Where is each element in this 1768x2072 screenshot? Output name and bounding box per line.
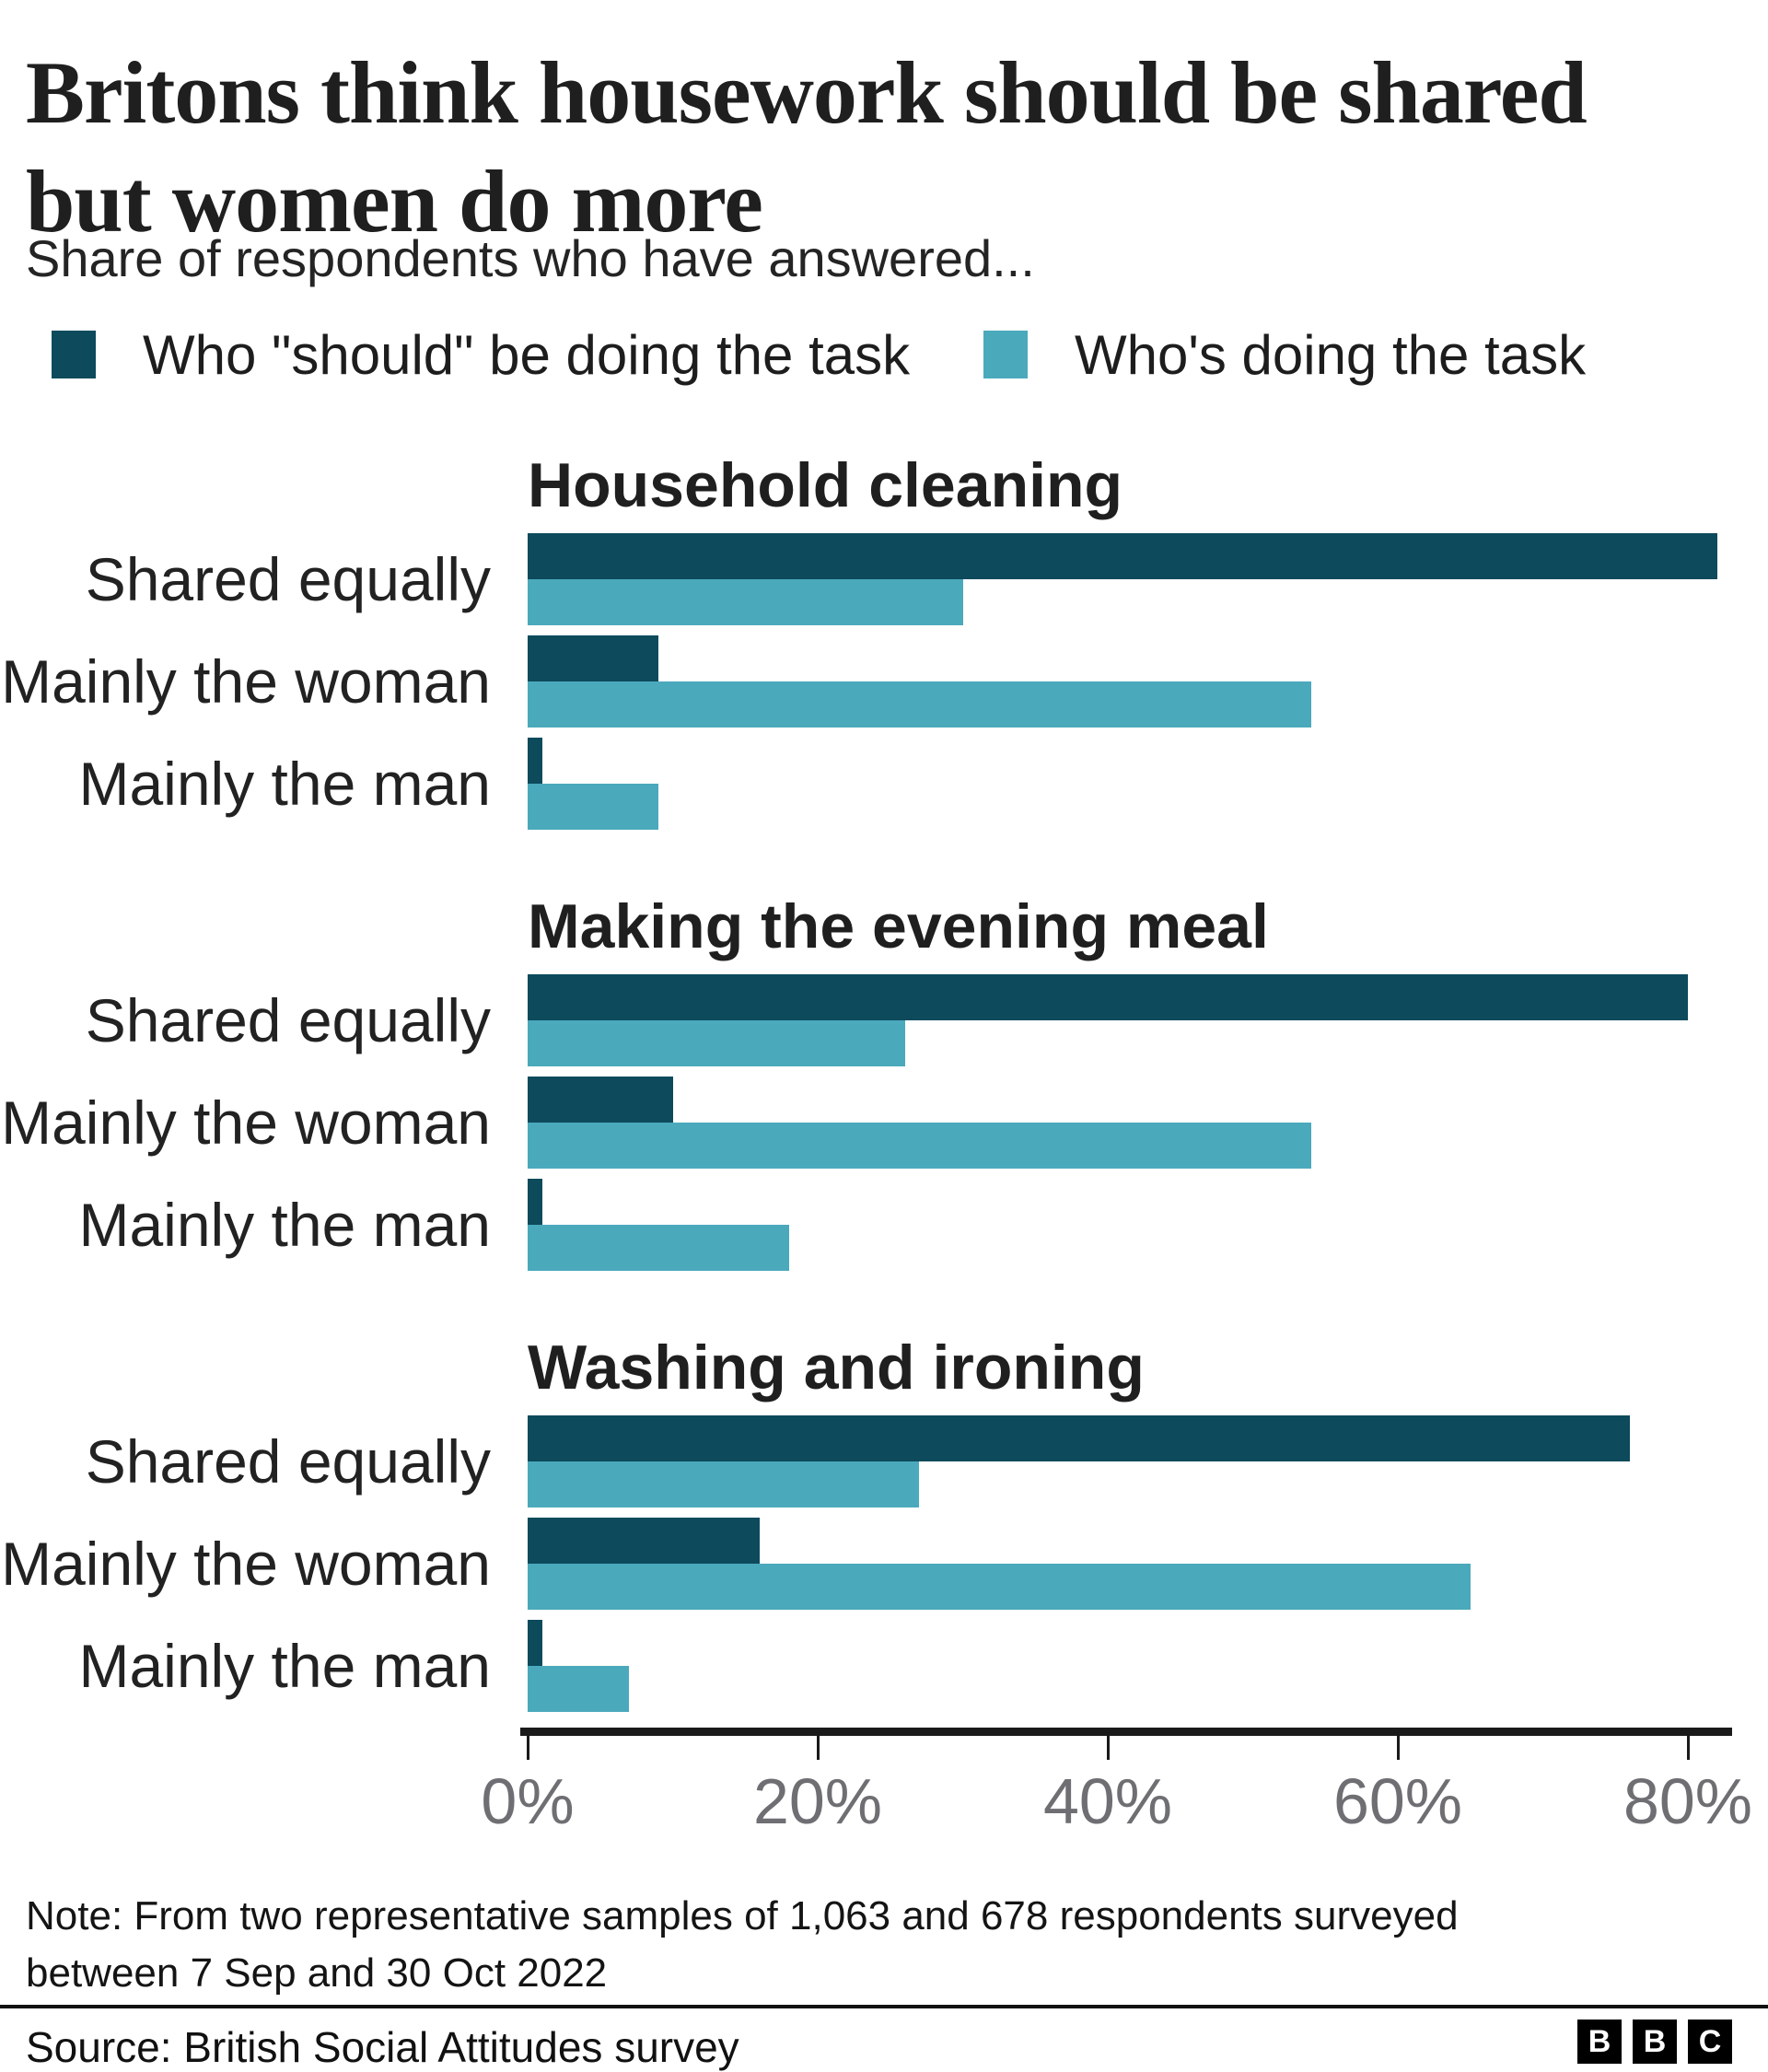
chart-subtitle: Share of respondents who have answered..… [26, 229, 1035, 287]
x-axis-tick-label: 20% [752, 1765, 883, 1837]
category-label: Mainly the man [78, 750, 491, 818]
bar-doing [528, 1020, 905, 1066]
bar-doing [528, 579, 963, 625]
x-axis-tick [1107, 1736, 1110, 1760]
bar-should [528, 974, 1688, 1020]
bar-should [528, 738, 542, 784]
x-axis-tick-label: 40% [1042, 1765, 1173, 1837]
legend-label-doing: Who's doing the task [1075, 323, 1587, 386]
x-axis-tick [1397, 1736, 1400, 1760]
x-axis-tick-label: 0% [481, 1765, 575, 1837]
section-title: Household cleaning [528, 450, 1123, 520]
x-axis-tick [527, 1736, 529, 1760]
bar-doing [528, 1225, 789, 1271]
category-label: Shared equally [85, 545, 491, 613]
bbc-logo-block-b2: B [1633, 2020, 1677, 2064]
x-axis-tick-label: 60% [1332, 1765, 1463, 1837]
bar-should [528, 1620, 542, 1666]
bar-should [528, 1518, 760, 1564]
note-line2: between 7 Sep and 30 Oct 2022 [26, 1950, 608, 1996]
x-axis-tick-label: 80% [1623, 1765, 1753, 1837]
legend-swatch-doing [983, 331, 1028, 378]
footer-divider [0, 2005, 1768, 2008]
x-axis-tick [1687, 1736, 1690, 1760]
x-axis-line [520, 1728, 1732, 1736]
bar-should [528, 1077, 673, 1123]
bar-doing [528, 1461, 919, 1507]
chart-title: Britons think housework should be shared… [26, 39, 1739, 256]
chart-title-line1: Britons think housework should be shared [26, 43, 1588, 142]
section-title: Washing and ironing [528, 1333, 1145, 1403]
bar-should [528, 635, 658, 681]
bar-should [528, 1179, 542, 1225]
source-text: Source: British Social Attitudes survey [26, 2023, 739, 2071]
bar-doing [528, 784, 658, 830]
legend-label-should: Who "should" be doing the task [143, 323, 911, 386]
category-label: Shared equally [85, 1427, 491, 1496]
x-axis-tick [817, 1736, 820, 1760]
bar-doing [528, 681, 1311, 728]
bbc-logo-block-b1: B [1577, 2020, 1622, 2064]
bar-should [528, 1415, 1630, 1461]
category-label: Mainly the woman [1, 647, 491, 716]
bbc-logo-block-c: C [1688, 2020, 1732, 2064]
category-label: Shared equally [85, 986, 491, 1054]
bar-doing [528, 1564, 1471, 1610]
section-title: Making the evening meal [528, 891, 1269, 961]
category-label: Mainly the man [78, 1632, 491, 1700]
note-line1: Note: From two representative samples of… [26, 1893, 1459, 1938]
category-label: Mainly the man [78, 1191, 491, 1259]
category-label: Mainly the woman [1, 1530, 491, 1598]
chart-title-line2: but women do more [26, 152, 763, 250]
legend-swatch-should [52, 331, 96, 378]
category-label: Mainly the woman [1, 1088, 491, 1157]
bar-should [528, 533, 1717, 579]
bar-doing [528, 1666, 629, 1712]
bar-doing [528, 1123, 1311, 1169]
